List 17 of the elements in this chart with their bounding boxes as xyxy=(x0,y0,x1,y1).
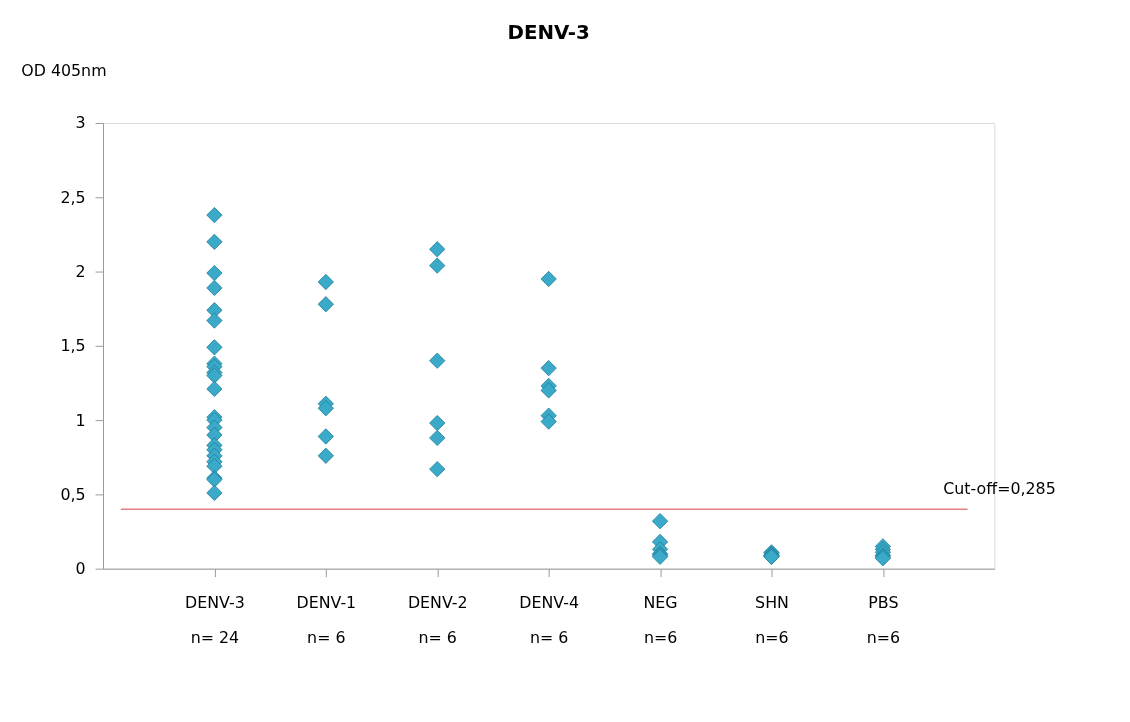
y-tick-label: 2,5 xyxy=(60,187,86,207)
x-tick-label: DENV-1 n= 6 xyxy=(296,592,357,648)
y-tick-label: 2 xyxy=(75,262,86,282)
annotation: Cut-off=0,285 xyxy=(943,479,1056,499)
x-tick-label: DENV-4 n= 6 xyxy=(519,592,580,648)
x-tick-label: DENV-2 n= 6 xyxy=(407,592,468,648)
y-tick-label: 0 xyxy=(75,559,86,579)
x-tick-label: DENV-3 n= 24 xyxy=(185,592,245,648)
x-tick-label: SHN n=6 xyxy=(755,592,789,648)
x-tick-label: NEG n=6 xyxy=(643,592,678,648)
y-axis-title: OD 405nm xyxy=(21,60,107,80)
y-tick-label: 3 xyxy=(75,113,86,133)
chart-title: DENV-3 xyxy=(507,20,590,44)
y-tick-label: 1 xyxy=(75,410,86,430)
y-tick-label: 0,5 xyxy=(60,484,86,504)
y-tick-label: 1,5 xyxy=(60,336,86,356)
x-tick-label: PBS n=6 xyxy=(866,592,901,648)
